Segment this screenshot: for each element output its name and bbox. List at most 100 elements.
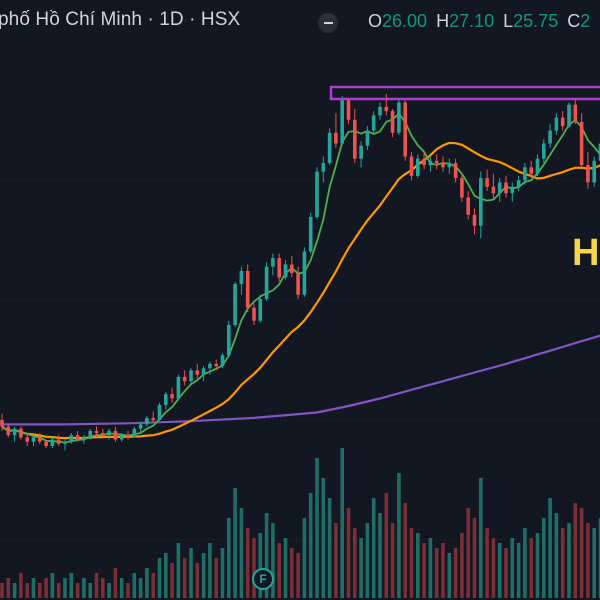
- ma-200-line: [2, 334, 600, 426]
- candle: [308, 216, 313, 252]
- candle: [38, 437, 42, 442]
- volume-bar: [340, 448, 344, 598]
- volume-bar: [151, 573, 155, 598]
- high-value: 27.10: [449, 11, 495, 31]
- volume-bar: [447, 553, 452, 598]
- volume-bar: [529, 538, 533, 598]
- volume-bar: [233, 488, 237, 598]
- volume-bar: [69, 573, 74, 598]
- volume-bar: [598, 518, 600, 598]
- volume-bar: [346, 508, 351, 598]
- resistance-box: [329, 85, 600, 101]
- candle: [504, 182, 508, 194]
- volume-bar: [403, 503, 407, 598]
- candle: [126, 435, 130, 438]
- resistance-zone: [329, 85, 600, 101]
- candle: [359, 145, 363, 159]
- volume-bar: [126, 583, 130, 598]
- volume-bar: [334, 523, 338, 598]
- volume-bar: [101, 578, 105, 598]
- volume-bar: [497, 543, 502, 598]
- open-value: 26.00: [382, 11, 428, 31]
- candle: [283, 264, 288, 278]
- ma-10-line: [1, 112, 600, 444]
- candle: [264, 266, 269, 300]
- candle: [573, 104, 578, 122]
- volume-bar: [479, 478, 483, 598]
- volume-bar: [245, 528, 250, 598]
- volume-bar: [119, 578, 124, 598]
- candle: [252, 307, 256, 321]
- volume-bar: [466, 508, 470, 598]
- candle: [479, 178, 483, 226]
- candle: [164, 394, 168, 405]
- volume-bar: [38, 583, 42, 598]
- candle: [409, 156, 414, 176]
- volume-bar: [164, 553, 168, 598]
- candle: [277, 258, 281, 278]
- candle: [119, 435, 124, 440]
- event-marker-f[interactable]: F: [252, 568, 274, 590]
- volume-bar: [182, 558, 187, 598]
- volume-bar: [567, 523, 571, 598]
- volume-bar: [271, 523, 275, 598]
- volume-bar: [353, 528, 357, 598]
- volume-bar: [75, 583, 80, 598]
- volume-bar: [290, 548, 294, 598]
- volume-bar: [371, 498, 376, 598]
- symbol-title[interactable]: phố Hồ Chí Minh · 1D · HSX: [0, 9, 241, 30]
- candle: [422, 158, 426, 166]
- volume-bar: [157, 558, 162, 598]
- candle: [397, 102, 401, 133]
- candle: [63, 441, 67, 444]
- volume-bar: [189, 548, 193, 598]
- candle: [214, 363, 218, 367]
- candle: [416, 158, 420, 176]
- candle: [428, 160, 433, 166]
- volume-bar: [397, 473, 401, 598]
- volume-bar: [132, 573, 137, 598]
- candle: [529, 167, 533, 174]
- volume-bar: [453, 548, 458, 598]
- volume-bar: [0, 583, 4, 598]
- candle: [491, 186, 496, 194]
- candle: [56, 439, 61, 444]
- volume-bar: [113, 568, 118, 598]
- candle: [567, 104, 571, 127]
- volume-bar: [365, 523, 370, 598]
- volume-bar: [359, 538, 363, 598]
- candle: [598, 143, 600, 161]
- candle: [101, 433, 105, 436]
- volume-bar: [441, 543, 445, 598]
- candle: [69, 435, 74, 442]
- volume-bar: [390, 523, 395, 598]
- candle: [12, 428, 17, 436]
- candle: [245, 271, 250, 308]
- candle: [88, 430, 92, 438]
- chart-grid: [0, 63, 600, 541]
- candle: [390, 111, 395, 133]
- volume-bar: [516, 543, 521, 598]
- candle: [19, 428, 23, 438]
- volume-bar: [227, 518, 231, 598]
- candles: [0, 93, 600, 451]
- open-key: O: [368, 11, 383, 31]
- candle: [321, 162, 326, 172]
- candle: [586, 165, 590, 183]
- candle: [535, 158, 540, 174]
- candle: [447, 162, 452, 168]
- close-key: C: [567, 11, 581, 31]
- candle: [384, 106, 389, 112]
- candle: [227, 325, 231, 356]
- volume-bar: [220, 548, 225, 598]
- collapse-button[interactable]: [318, 13, 338, 33]
- candle: [327, 132, 332, 163]
- candle: [579, 121, 584, 166]
- candle: [195, 370, 200, 375]
- candle: [560, 117, 565, 127]
- candle: [403, 102, 407, 157]
- chart-annotation: H: [572, 232, 600, 274]
- volume-bar: [542, 518, 546, 598]
- volume-bar: [535, 533, 540, 598]
